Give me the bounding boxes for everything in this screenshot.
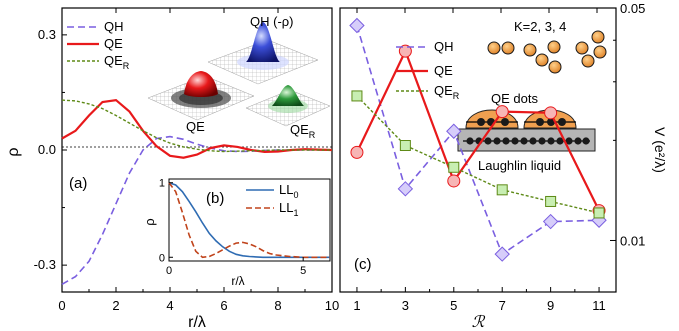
series-b-ll0 [168,181,330,259]
legend-c-qer: QER [434,83,460,101]
a-xtick-label: 8 [274,298,281,313]
panel-b-frame [168,178,331,262]
a-ytick-label: -0.3 [34,257,56,272]
panel-c-top-ticks [356,8,598,13]
panel-b-axes: 0 5 0 1 r/λ ρ [142,178,306,288]
b-xtick-label: 5 [300,265,306,277]
point-c-qh [349,17,365,34]
point-c-qe [398,44,412,58]
cluster-sizes-label: K=2, 3, 4 [514,19,566,34]
panel-a-axes: 0 2 4 6 8 100.30.0-0.3r/λρ [5,27,339,331]
panel-a: QH (-ρ) QE QER 0 2 4 6 8 100.30.0-0.3r/λρ QH … [5,7,339,331]
series-c-qe [355,48,601,212]
panel-a-legend: QH QE QER [67,19,130,71]
c-ylabel: V (e²/λ) [652,127,668,173]
surface-qe-image [147,71,255,121]
panel-c-axes: 1 3 5 7 9 11 0.05 0.01 ℛ V (e²/λ) [353,1,668,331]
point-c-qe [544,106,558,120]
a-xtick-label: 0 [58,298,65,313]
c-ytick-label: 0.05 [620,1,645,16]
panel-a-top-ticks [61,8,333,13]
point-c-qh [446,123,462,139]
series-c-qh [356,25,600,256]
a-xlabel: r/λ [188,314,206,331]
point-c-qer [545,195,557,207]
legend-a-qh: QH [104,19,124,34]
point-c-qe [447,174,461,188]
b-xlabel: r/λ [231,274,244,288]
a-ytick-label: 0.3 [38,27,56,42]
panel-a-label: (a) [69,175,87,192]
a-ytick-label: 0.0 [38,142,56,157]
a-xtick-label: 6 [220,298,227,313]
c-xtick-label: 1 [353,298,360,313]
panel-b-curves [168,181,330,259]
panel-a-curves [61,98,333,285]
b-ytick-label: 1 [159,178,165,190]
b-ytick-label: 0 [159,252,165,264]
panel-c: K=2, 3, 4 QE dots Laughlin liquid [339,1,668,331]
point-c-qer [351,90,363,102]
legend-a-qer: QER [104,53,130,71]
a-ylabel: ρ [5,147,22,156]
point-c-qh [397,181,414,197]
point-c-qe [350,145,364,159]
legend-c-qh: QH [434,39,454,54]
c-xlabel: ℛ [472,314,486,331]
panel-c-curves [349,17,607,262]
surface-qh-label: QH (-ρ) [250,14,294,29]
c-xtick-label: 3 [402,298,409,313]
point-c-qh [494,246,510,262]
a-xtick-label: 10 [325,298,339,313]
a-xtick-label: 2 [112,298,119,313]
surface-qer-label: QER [290,122,316,140]
point-c-qer [496,184,508,196]
surface-qh-image [207,22,319,85]
a-xtick-label: 4 [166,298,173,313]
c-xtick-label: 9 [547,298,554,313]
panel-b-label: (b) [206,190,224,207]
surface-qe-label: QE [186,119,205,134]
laughlin-liquid-label: Laughlin liquid [478,158,561,173]
point-c-qh [542,213,559,230]
c-xtick-label: 7 [499,298,506,313]
qe-dots-label: QE dots [491,91,538,106]
c-xtick-label: 5 [450,298,457,313]
c-ytick-label: 0.01 [620,233,645,248]
point-c-qer [593,207,605,219]
legend-a-qe: QE [104,36,123,51]
point-c-qer [448,161,460,173]
series-c-qer [356,95,600,214]
legend-c-qe: QE [434,63,453,78]
series-b-ll1 [168,182,330,259]
series-a-qer [61,99,332,153]
panel-c-legend: QH QE QER [396,39,460,101]
cluster-dots-image [487,30,607,74]
point-c-qer [399,140,411,152]
surface-qer-image [245,85,331,127]
c-xtick-label: 11 [592,298,606,313]
panel-c-label: (c) [354,256,372,273]
b-ylabel: ρ [142,218,157,225]
b-xtick-label: 0 [166,265,172,277]
point-c-qe [495,105,509,119]
